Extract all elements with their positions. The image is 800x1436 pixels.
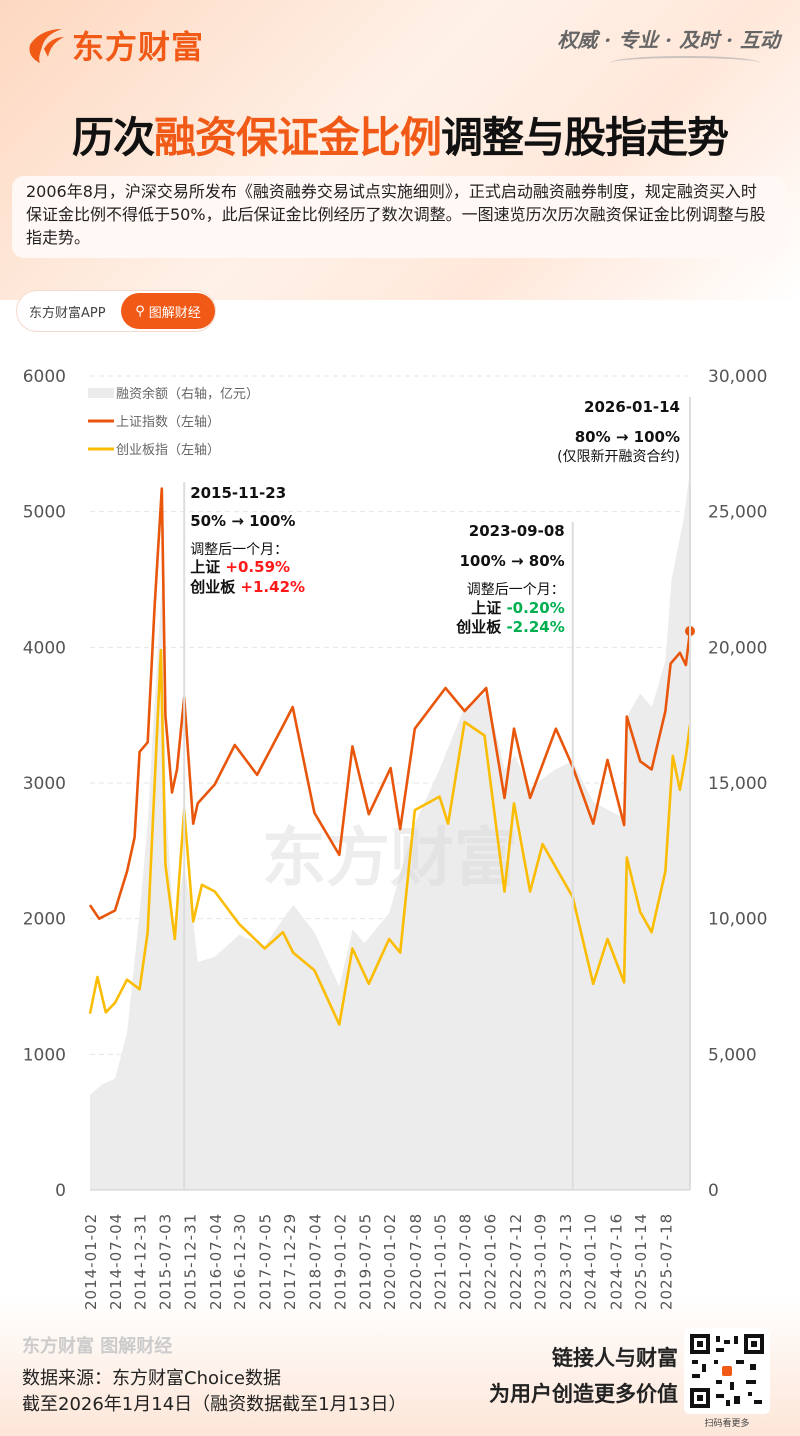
x-tick-label: 2015-07-03 bbox=[157, 1213, 175, 1310]
x-tick-label: 2023-07-13 bbox=[557, 1213, 575, 1310]
title-highlight: 融资保证金比例 bbox=[153, 113, 442, 162]
x-tick-label: 2024-01-10 bbox=[582, 1213, 600, 1310]
decorative-swoosh bbox=[610, 56, 760, 70]
annotation-date: 2023-09-08 bbox=[469, 522, 565, 540]
asof-text: 截至2026年1月14日（融资数据截至1月13日） bbox=[22, 1394, 407, 1415]
margin-balance-area bbox=[90, 471, 690, 1190]
annotation-after-label: 调整后一个月： bbox=[467, 582, 565, 598]
qr-caption: 扫码看更多 bbox=[704, 1419, 750, 1429]
right-tick-label: 5,000 bbox=[708, 1045, 757, 1065]
annotation-date: 2026-01-14 bbox=[584, 398, 680, 416]
app-pill: 东方财富APP ⚲ 图解财经 bbox=[16, 290, 216, 332]
annotation-cyb: 创业板 -2.24% bbox=[455, 618, 565, 636]
annotation-change: 80% → 100% bbox=[575, 428, 680, 446]
legend-swatch bbox=[88, 419, 114, 423]
right-tick-label: 0 bbox=[708, 1181, 719, 1201]
qr-code[interactable] bbox=[684, 1328, 770, 1414]
source-text: 数据来源：东方财富Choice数据 bbox=[22, 1368, 281, 1389]
app-label: 东方财富APP bbox=[29, 305, 106, 321]
left-tick-label: 2000 bbox=[23, 910, 66, 930]
page-title: 历次融资保证金比例调整与股指走势 bbox=[0, 104, 800, 165]
x-tick-label: 2021-07-08 bbox=[457, 1213, 475, 1310]
left-tick-label: 5000 bbox=[23, 503, 66, 523]
x-tick-label: 2025-07-18 bbox=[657, 1213, 675, 1310]
legend-swatch bbox=[88, 447, 114, 451]
title-pre: 历次 bbox=[71, 113, 155, 162]
footer-brand: 东方财富 图解财经 bbox=[22, 1336, 173, 1357]
right-tick-label: 15,000 bbox=[708, 774, 767, 794]
brand-name: 东方财富 bbox=[72, 28, 205, 66]
annotation-cyb-value: -2.24% bbox=[506, 618, 564, 636]
annotation-after-label: 调整后一个月： bbox=[190, 542, 288, 558]
chart: 0 0 1000 5,000 2000 10,000 3000 15,000 4000 20,00… bbox=[23, 367, 768, 1310]
sse-line bbox=[88, 487, 692, 921]
x-tick-label: 2021-01-05 bbox=[431, 1213, 449, 1310]
footer-slogan: 链接人与财富为用户创造更多价值 bbox=[489, 1340, 678, 1412]
x-tick-label: 2017-12-29 bbox=[281, 1213, 299, 1310]
x-tick-label: 2019-01-02 bbox=[331, 1213, 349, 1310]
title-post: 调整与股指走势 bbox=[441, 113, 729, 162]
legend-label: 融资余额（右轴，亿元） bbox=[116, 386, 259, 402]
channel-label: 图解财经 bbox=[148, 305, 201, 321]
annotation-sse-value: -0.20% bbox=[506, 599, 564, 617]
legend-label: 上证指数（左轴） bbox=[116, 415, 220, 430]
x-tick-label: 2018-07-04 bbox=[306, 1213, 324, 1310]
slogan-line-2: 为用户创造更多价值 bbox=[489, 1382, 678, 1406]
x-tick-label: 2023-01-09 bbox=[532, 1213, 550, 1310]
x-tick-label: 2014-12-31 bbox=[132, 1213, 150, 1310]
annotation-sse-value: +0.59% bbox=[225, 558, 290, 576]
right-tick-label: 20,000 bbox=[708, 638, 767, 658]
x-tick-label: 2014-01-02 bbox=[82, 1213, 100, 1310]
annotation-change: 100% → 80% bbox=[459, 552, 564, 570]
flame-icon bbox=[29, 29, 64, 63]
annotation-cyb-value: +1.42% bbox=[240, 578, 305, 596]
brand-logo: 东方财富 bbox=[26, 22, 204, 68]
intro-text: 2006年8月，沪深交易所发布《融资融券交易试点实施细则》，正式启动融资融券制度… bbox=[12, 176, 786, 258]
search-icon: ⚲ bbox=[135, 303, 145, 319]
channel-button[interactable]: ⚲ 图解财经 bbox=[121, 293, 215, 329]
data-source: 数据来源：东方财富Choice数据截至2026年1月14日（融资数据截至1月13… bbox=[22, 1366, 407, 1418]
x-tick-label: 2016-12-30 bbox=[231, 1213, 249, 1310]
left-tick-label: 1000 bbox=[23, 1045, 66, 1065]
watermark: 东方财富 bbox=[262, 822, 518, 896]
annotation-date: 2015-11-23 bbox=[190, 484, 286, 502]
footer-background bbox=[0, 1296, 800, 1436]
x-tick-label: 2014-07-04 bbox=[107, 1213, 125, 1310]
slogan-line-1: 链接人与财富 bbox=[552, 1346, 678, 1370]
chinext-line bbox=[88, 648, 692, 1026]
x-tick-label: 2020-07-08 bbox=[407, 1213, 425, 1310]
annotation-sse: 上证 -0.20% bbox=[471, 599, 565, 617]
x-tick-label: 2016-07-04 bbox=[207, 1213, 225, 1310]
slogan: 权威 · 专业 · 及时 · 互动 bbox=[557, 28, 780, 52]
right-tick-label: 25,000 bbox=[708, 503, 767, 523]
left-tick-label: 6000 bbox=[23, 367, 66, 387]
x-tick-label: 2015-12-31 bbox=[181, 1213, 199, 1310]
x-tick-label: 2020-01-02 bbox=[381, 1213, 399, 1310]
left-tick-label: 0 bbox=[55, 1181, 66, 1201]
annotation-change: 50% → 100% bbox=[190, 512, 295, 530]
x-tick-label: 2022-07-12 bbox=[507, 1213, 525, 1310]
x-tick-label: 2025-01-14 bbox=[632, 1213, 650, 1310]
left-tick-label: 4000 bbox=[23, 638, 66, 658]
x-tick-label: 2022-01-06 bbox=[481, 1213, 499, 1310]
x-tick-label: 2019-07-05 bbox=[356, 1213, 374, 1310]
right-tick-label: 30,000 bbox=[708, 367, 767, 387]
annotation-cyb: 创业板 +1.42% bbox=[189, 578, 305, 596]
legend-label: 创业板指（左轴） bbox=[116, 443, 220, 458]
annotation-note: (仅限新开融资合约) bbox=[557, 449, 680, 465]
right-tick-label: 10,000 bbox=[708, 910, 767, 930]
qr-code-icon bbox=[690, 1334, 764, 1408]
left-tick-label: 3000 bbox=[23, 774, 66, 794]
x-tick-label: 2017-07-05 bbox=[257, 1213, 275, 1310]
legend-swatch bbox=[88, 388, 114, 398]
x-tick-label: 2024-07-16 bbox=[607, 1213, 625, 1310]
annotation-sse: 上证 +0.59% bbox=[190, 558, 290, 576]
